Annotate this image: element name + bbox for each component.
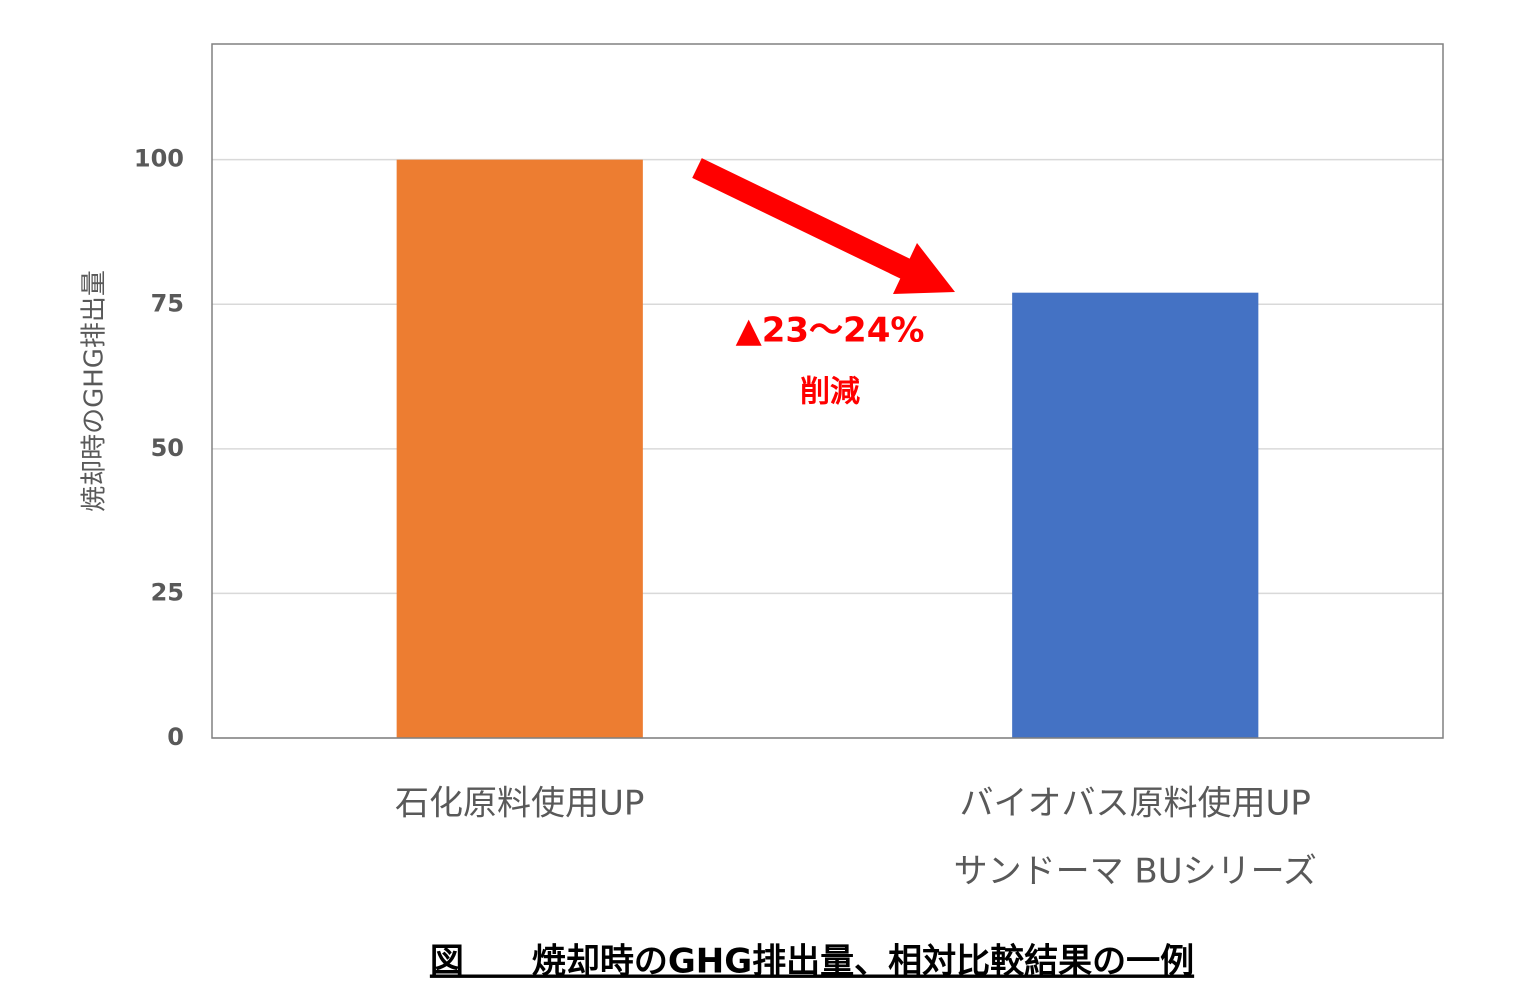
x-tick-label: バイオバス原料使用UP	[960, 784, 1311, 824]
bar	[1012, 292, 1259, 738]
x-tick-label: 石化原料使用UP	[395, 784, 644, 824]
y-tick-label: 50	[151, 434, 184, 462]
y-tick-label: 25	[151, 578, 184, 606]
y-tick-label: 100	[134, 145, 184, 173]
annotation: 削減	[800, 375, 860, 410]
arrow-head	[893, 243, 955, 294]
y-tick-label: 75	[151, 289, 184, 317]
plot-border	[211, 43, 1444, 739]
annotation: ▲23～24%	[736, 311, 925, 351]
bars	[396, 159, 1259, 738]
caption: 図 焼却時のGHG排出量、相対比較結果の一例	[430, 942, 1194, 982]
bar	[396, 159, 643, 738]
x-tick-label: サンドーマ BUシリーズ	[954, 852, 1317, 892]
y-tick-label: 0	[167, 723, 184, 751]
arrow-shaft	[692, 158, 915, 281]
y-axis-label: 焼却時のGHG排出量	[80, 270, 110, 512]
